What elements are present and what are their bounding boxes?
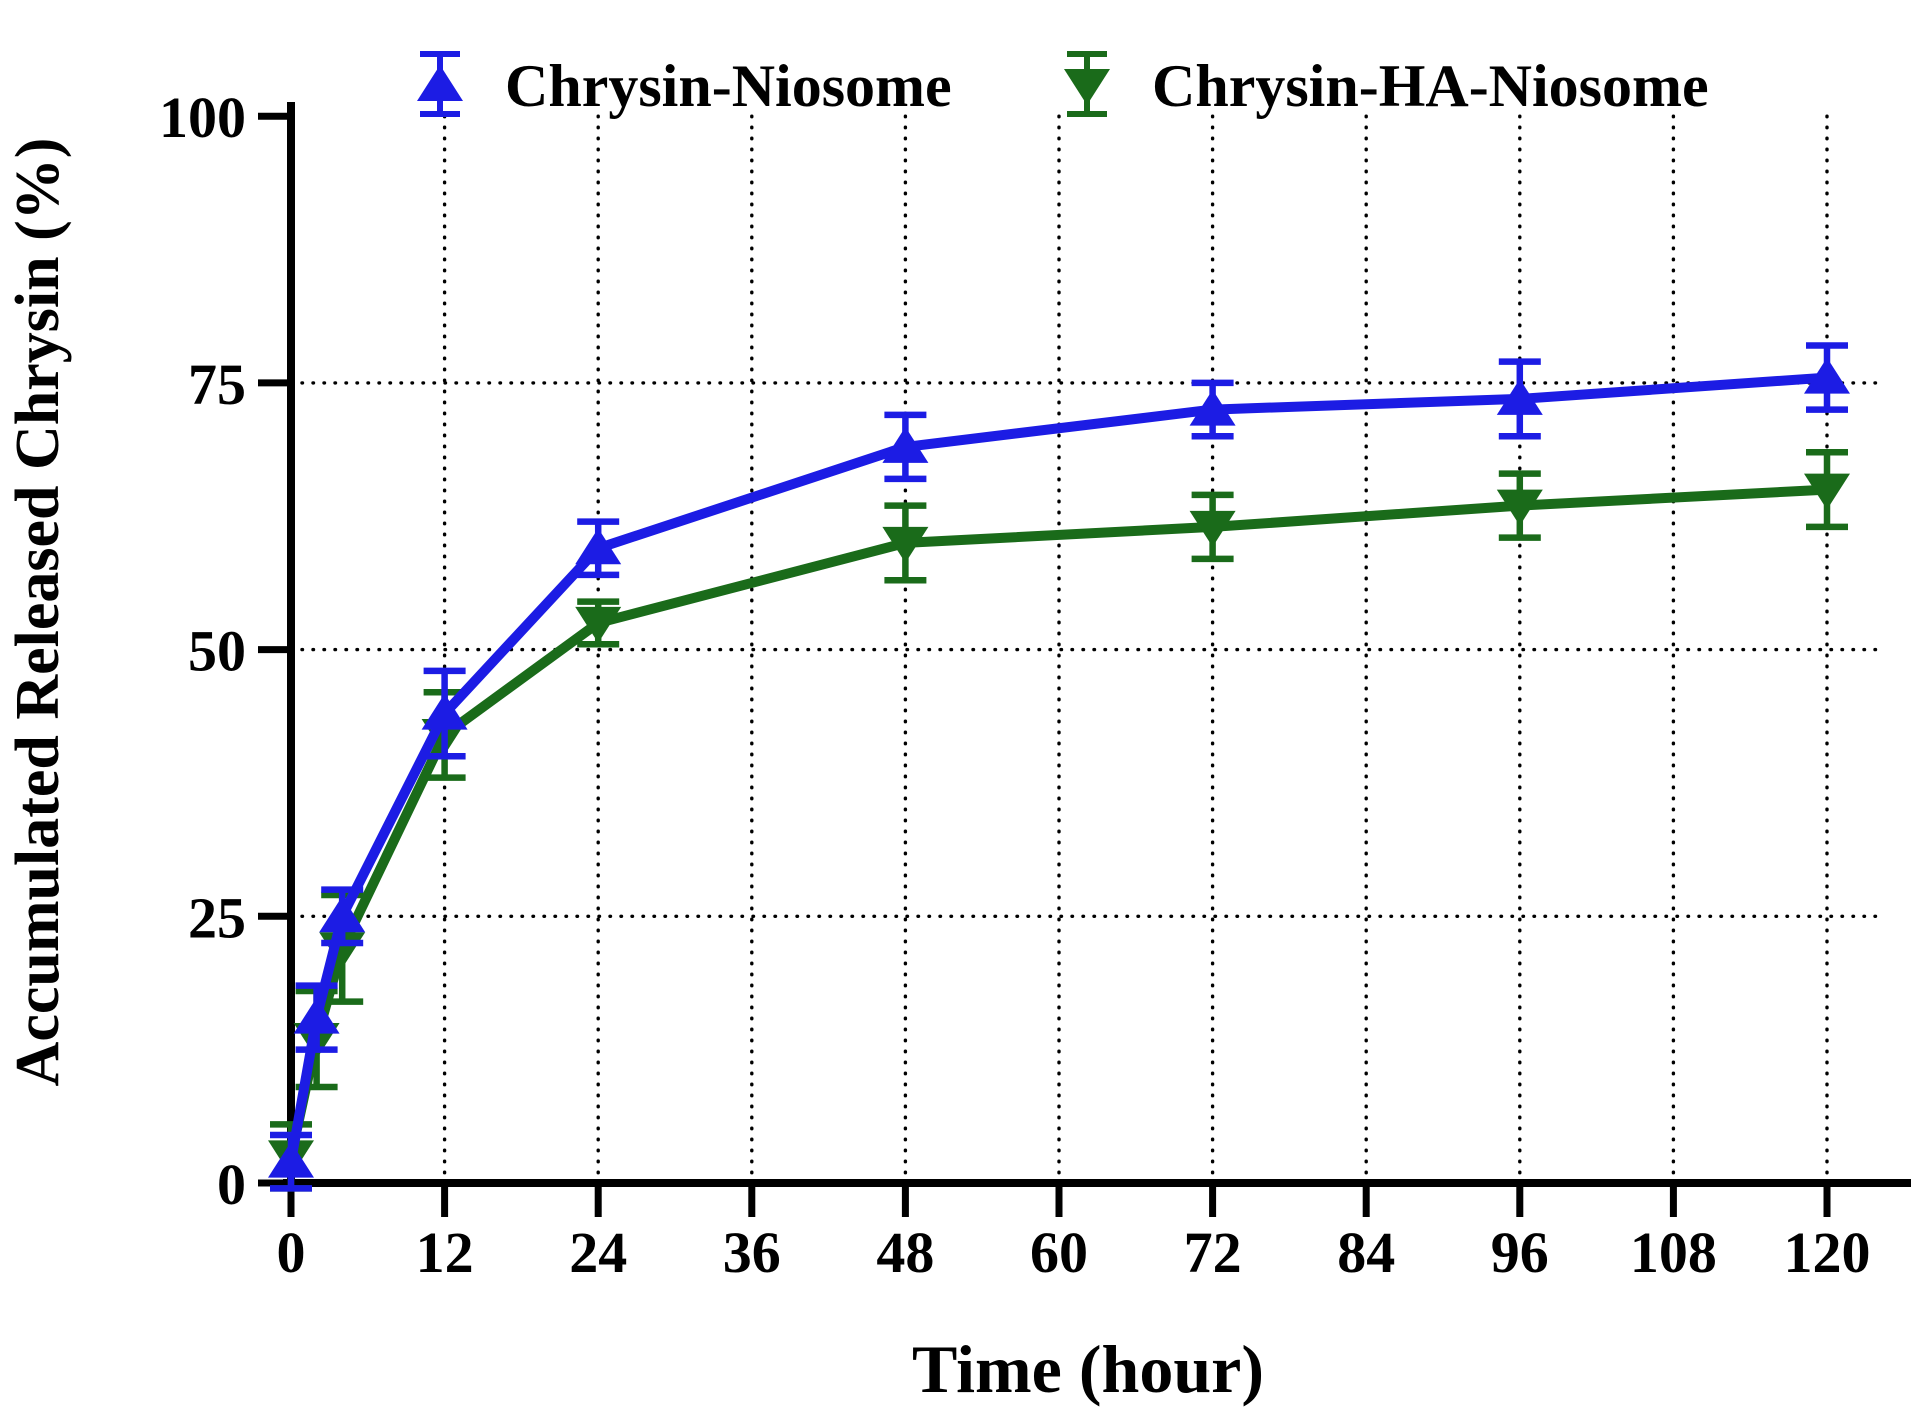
series-line-chrysin-niosome: [286, 372, 1828, 1163]
marker-chrysin-ha-niosome-t72: [1189, 510, 1236, 547]
x-tick-label-72: 72: [1184, 1220, 1242, 1285]
marker-chrysin-niosome-t96: [1496, 378, 1543, 415]
x-tick-label-60: 60: [1030, 1220, 1088, 1285]
marker-chrysin-niosome-t24: [575, 528, 622, 565]
legend-label-chrysin-niosome: Chrysin-Niosome: [505, 53, 952, 119]
y-tick-label-0: 0: [217, 1152, 246, 1217]
triangle-up-icon: [417, 65, 463, 101]
x-tick-label-24: 24: [569, 1220, 627, 1285]
legend-label-chrysin-ha-niosome: Chrysin-HA-Niosome: [1152, 53, 1709, 119]
triangle-down-icon: [1064, 69, 1110, 105]
y-tick-label-25: 25: [188, 885, 246, 950]
marker-chrysin-niosome-t120: [1804, 357, 1850, 394]
marker-chrysin-ha-niosome-t24: [575, 606, 622, 643]
tick-layer: 0 12 24 36 48 60 72 84 96 108 120 0 25 50 75 100: [159, 85, 1871, 1285]
x-tick-label-108: 108: [1630, 1220, 1717, 1285]
marker-chrysin-ha-niosome-t120: [1804, 473, 1850, 510]
legend-glyphs: [417, 51, 1110, 117]
gridlines: [289, 114, 1882, 1185]
marker-chrysin-niosome-t48: [882, 426, 929, 463]
y-tick-label-100: 100: [159, 85, 246, 150]
x-tick-label-48: 48: [876, 1220, 934, 1285]
y-tick-label-50: 50: [188, 619, 246, 684]
marker-chrysin-niosome-t0: [268, 1141, 314, 1178]
x-tick-label-0: 0: [277, 1220, 306, 1285]
x-tick-label-12: 12: [416, 1220, 474, 1285]
x-axis-title: Time (hour): [912, 1331, 1264, 1407]
legend-glyph-chrysin-ha-niosome: [1064, 51, 1110, 117]
marker-chrysin-niosome-t72: [1189, 389, 1236, 426]
marker-chrysin-niosome-t12: [421, 693, 468, 730]
legend-glyph-chrysin-niosome: [417, 51, 463, 117]
legend: Chrysin-Niosome Chrysin-HA-Niosome: [417, 51, 1709, 119]
series-layer: [268, 342, 1850, 1192]
y-axis-title: Accumulated Released Chrysin (%): [4, 138, 72, 1087]
series-chrysin-niosome: [268, 342, 1850, 1192]
y-tick-label-75: 75: [188, 352, 246, 417]
x-tick-label-96: 96: [1491, 1220, 1549, 1285]
x-tick-label-120: 120: [1784, 1220, 1871, 1285]
marker-chrysin-niosome-t2: [293, 997, 340, 1034]
marker-chrysin-niosome-t4: [319, 896, 366, 933]
marker-chrysin-ha-niosome-t48: [882, 526, 929, 563]
x-tick-label-36: 36: [723, 1220, 781, 1285]
axes: [283, 102, 1911, 1191]
marker-chrysin-ha-niosome-t96: [1496, 489, 1543, 526]
x-tick-label-84: 84: [1337, 1220, 1395, 1285]
